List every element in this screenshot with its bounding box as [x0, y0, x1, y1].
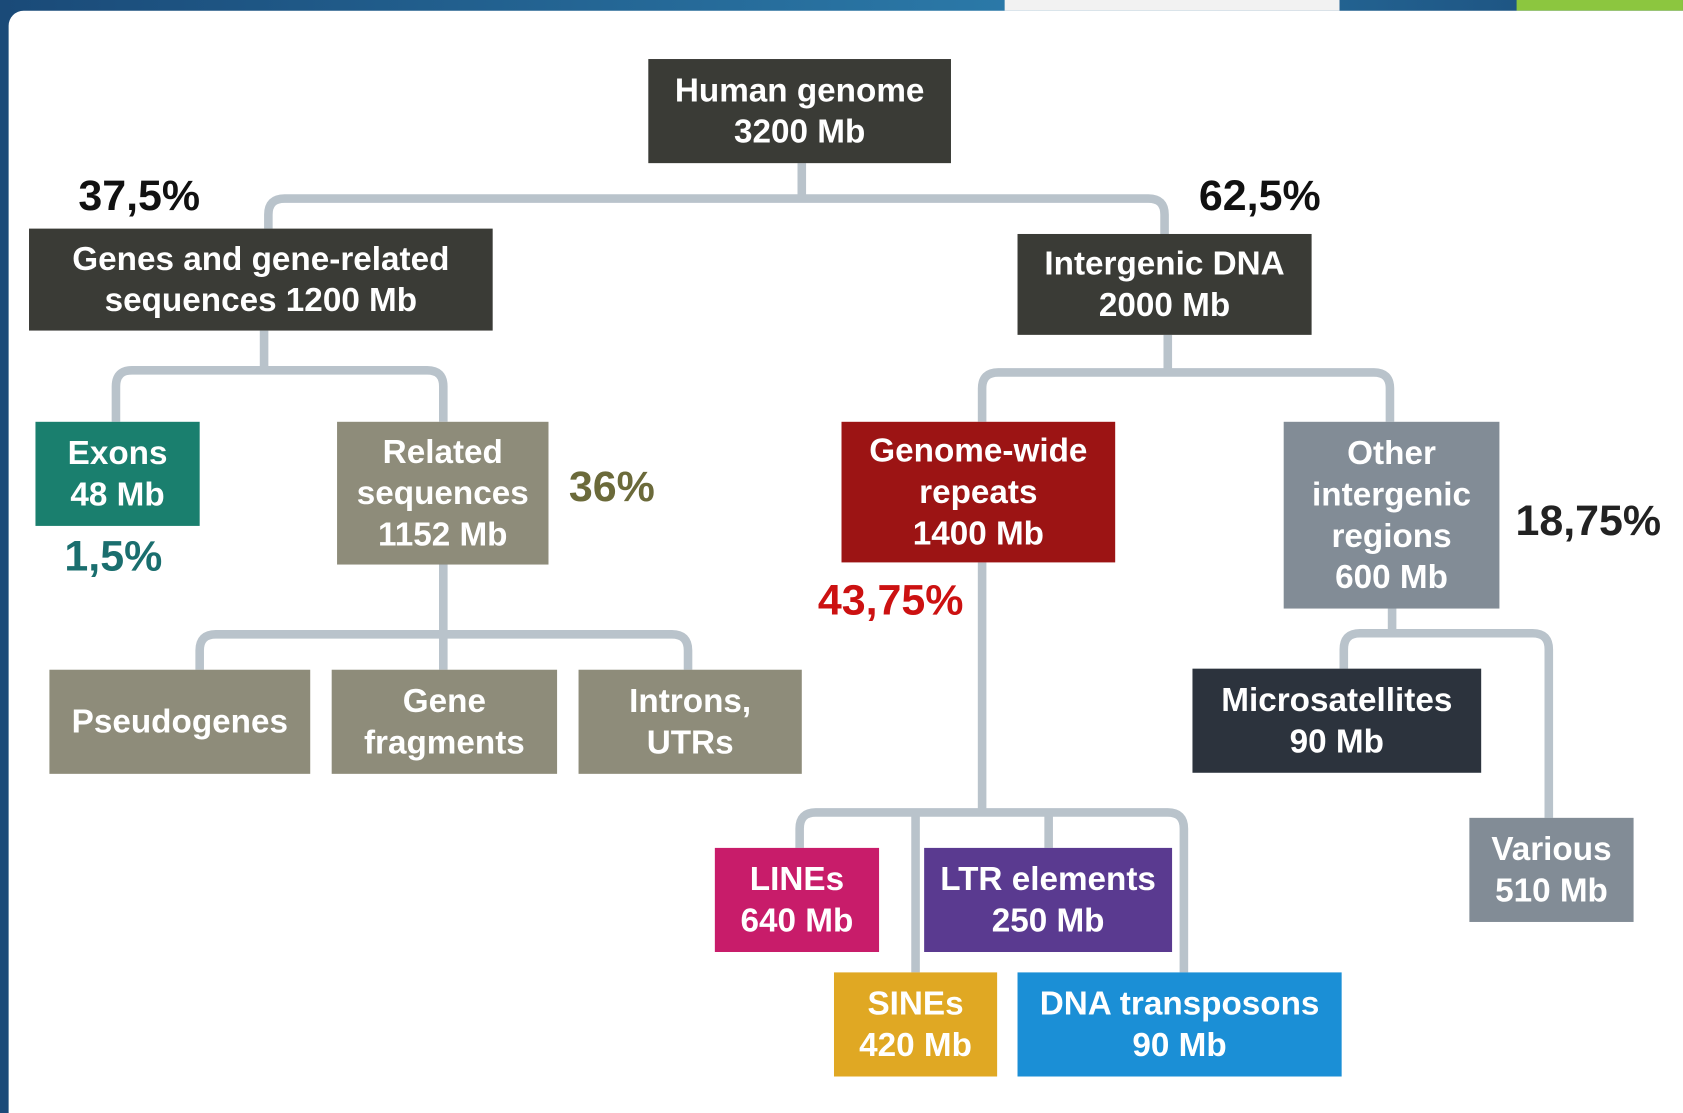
percentage: 36% — [569, 463, 655, 511]
node-label: 48 Mb — [70, 476, 164, 513]
node-label: Other — [1347, 435, 1436, 472]
connector — [195, 564, 693, 670]
node-label: 250 Mb — [992, 903, 1105, 940]
node-label: repeats — [919, 474, 1037, 511]
node: Exons 48 Mb — [35, 421, 200, 526]
connector — [977, 334, 1395, 422]
node: Genes and gene-related sequences 1200 Mb — [29, 228, 493, 331]
node-box — [1469, 817, 1634, 922]
node-label: sequences 1200 Mb — [105, 282, 417, 319]
node-label: DNA transposons — [1040, 986, 1320, 1023]
node-box — [29, 228, 493, 331]
node-box — [648, 59, 951, 164]
node-label: 3200 Mb — [734, 114, 865, 151]
node-box — [337, 421, 549, 565]
node-box — [331, 669, 558, 774]
node: Microsatellites 90 Mb — [1192, 668, 1482, 773]
node-label: LTR elements — [940, 861, 1156, 898]
node-box — [714, 847, 880, 953]
node-box — [1017, 233, 1312, 335]
node-label: intergenic — [1312, 476, 1471, 513]
node-label: 640 Mb — [741, 903, 854, 940]
node-label: regions — [1331, 518, 1451, 555]
percentage: 62,5% — [1199, 172, 1321, 220]
node-box — [841, 421, 1116, 563]
node: Human genome 3200 Mb — [648, 59, 951, 164]
node-label: Introns, — [629, 683, 751, 720]
node: Genome-wide repeats 1400 Mb — [841, 421, 1116, 563]
node-label: Microsatellites — [1221, 682, 1452, 719]
node: Related sequences 1152 Mb — [337, 421, 549, 565]
node-label: Genome-wide — [869, 433, 1087, 470]
node-label: Intergenic DNA — [1044, 246, 1284, 283]
node-label: 1400 Mb — [913, 515, 1044, 552]
node-label: 90 Mb — [1290, 723, 1384, 760]
node-box — [1017, 972, 1342, 1077]
node-box — [35, 421, 200, 526]
node-label: UTRs — [647, 724, 734, 761]
node-box — [1192, 668, 1482, 773]
node: Introns, UTRs — [578, 669, 802, 774]
connector — [264, 163, 1169, 234]
node-box — [924, 847, 1173, 953]
node-label: fragments — [364, 724, 525, 761]
node-label: Exons — [68, 435, 168, 472]
accent-bar — [1516, 0, 1683, 11]
node-label: 600 Mb — [1335, 559, 1448, 596]
node-label: 1152 Mb — [378, 516, 507, 553]
node-label: Various — [1491, 831, 1611, 868]
node-box — [1283, 421, 1500, 609]
percentage: 43,75% — [818, 577, 964, 625]
connectors — [111, 163, 1554, 973]
nodes: Human genome 3200 Mb Genes and gene-relate… — [29, 59, 1634, 1077]
node-label: SINEs — [867, 986, 963, 1023]
node-label: Human genome — [675, 72, 925, 109]
node-label: sequences — [357, 475, 529, 512]
node: DNA transposons 90 Mb — [1017, 972, 1342, 1077]
node-label: 2000 Mb — [1099, 287, 1230, 324]
annotations: 37,5% 62,5% 1,5% 36% 43,75% 18,75% — [64, 172, 1661, 625]
node-label: Gene — [403, 683, 486, 720]
percentage: 1,5% — [64, 533, 162, 581]
percentage: 18,75% — [1516, 497, 1662, 545]
node: SINEs 420 Mb — [833, 972, 998, 1077]
node-box — [49, 669, 311, 774]
node: Gene fragments — [331, 669, 558, 774]
node-label: 510 Mb — [1495, 872, 1608, 909]
node: LTR elements 250 Mb — [924, 847, 1173, 953]
node-box — [578, 669, 802, 774]
node: Other intergenic regions 600 Mb — [1283, 421, 1500, 609]
percentage: 37,5% — [78, 172, 200, 220]
node: Pseudogenes — [49, 669, 311, 774]
node-label: Genes and gene-related — [72, 241, 449, 278]
connector — [111, 330, 448, 422]
node: Various 510 Mb — [1469, 817, 1634, 922]
node: Intergenic DNA 2000 Mb — [1017, 233, 1312, 335]
node: LINEs 640 Mb — [714, 847, 880, 953]
accent-bar — [1004, 0, 1340, 11]
node-label: Pseudogenes — [72, 704, 288, 741]
connector — [795, 562, 1189, 973]
node-label: Related — [383, 434, 503, 471]
node-label: 90 Mb — [1132, 1027, 1226, 1064]
node-label: 420 Mb — [859, 1027, 972, 1064]
connector — [1339, 608, 1554, 818]
node-label: LINEs — [750, 861, 844, 898]
node-box — [833, 972, 998, 1077]
